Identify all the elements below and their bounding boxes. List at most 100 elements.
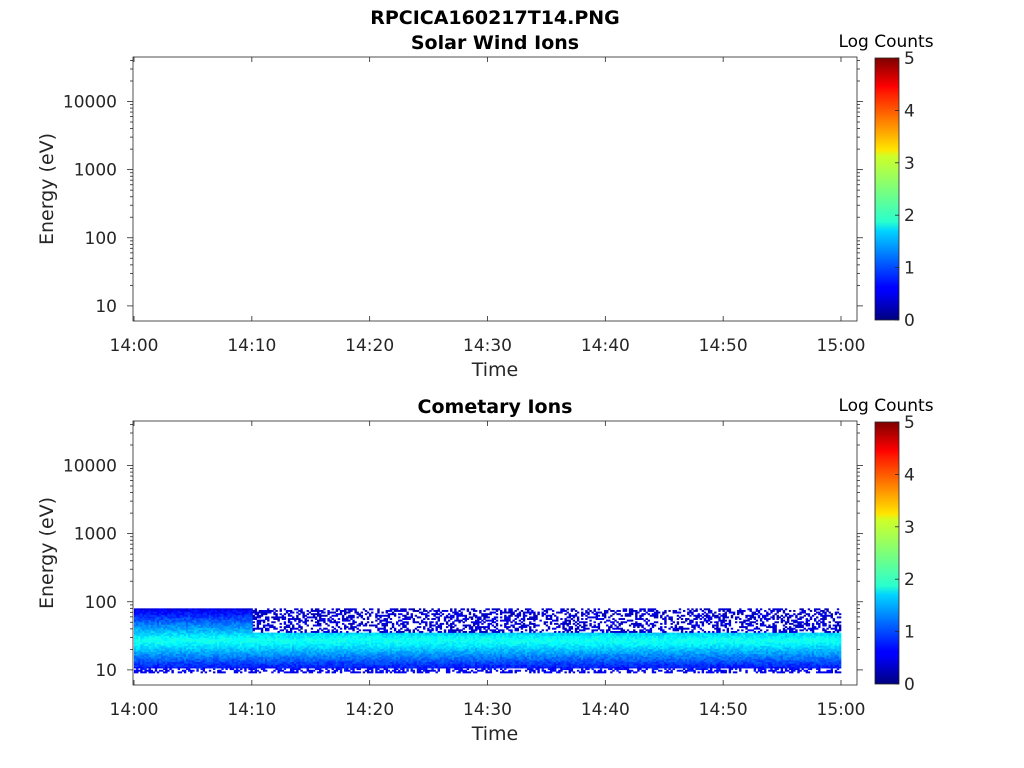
spectrogram-cell (158, 640, 162, 643)
spectrogram-cell (233, 653, 237, 656)
spectrogram-cell (177, 621, 181, 624)
spectrogram-cell (289, 630, 293, 633)
spectrogram-cell (391, 608, 395, 611)
spectrogram-cell (223, 640, 226, 643)
spectrogram-cell (165, 661, 168, 664)
spectrogram-cell (306, 642, 309, 645)
spectrogram-cell (316, 668, 320, 671)
spectrogram-cell (221, 663, 224, 666)
spectrogram-cell (208, 666, 212, 669)
spectrogram-cell (308, 637, 312, 640)
spectrogram-cell (177, 643, 181, 646)
spectrogram-cell (179, 634, 183, 637)
spectrogram-cell (167, 616, 170, 619)
spectrogram-cell (252, 611, 255, 614)
spectrogram-cell (418, 616, 422, 619)
spectrogram-cell (235, 619, 239, 622)
spectrogram-cell (267, 635, 270, 638)
spectrogram-cell (250, 618, 253, 620)
spectrogram-cell (213, 661, 216, 664)
spectrogram-cell (156, 613, 160, 616)
spectrogram-cell (398, 616, 401, 619)
spectrogram-cell (225, 611, 228, 614)
spectrogram-cell (175, 634, 178, 637)
spectrogram-cell (136, 616, 139, 619)
spectrogram-cell (250, 640, 253, 643)
spectrogram-cell (300, 666, 303, 669)
spectrogram-cell (287, 661, 291, 664)
spectrogram-cell (383, 622, 386, 625)
spectrogram-cell (171, 616, 174, 619)
spectrogram-cell (200, 611, 203, 614)
spectrogram-cell (273, 666, 276, 669)
spectrogram-cell (237, 624, 241, 627)
spectrogram-cell (296, 655, 299, 658)
spectrogram-cell (188, 627, 191, 630)
spectrogram-cell (210, 637, 214, 640)
spectrogram-cell (223, 658, 226, 661)
spectrogram-cell (310, 653, 314, 656)
spectrogram-cell (134, 650, 137, 653)
spectrogram-cell (134, 614, 137, 617)
spectrogram-cell (273, 616, 276, 619)
spectrogram-cell (240, 642, 243, 645)
spectrogram-cell (165, 671, 168, 674)
spectrogram-cell (302, 632, 305, 635)
spectrogram-cell (173, 666, 176, 669)
spectrogram-cell (188, 653, 191, 656)
spectrogram-cell (154, 660, 158, 662)
spectrogram-cell (292, 637, 295, 640)
spectrogram-cell (283, 621, 287, 624)
spectrogram-cell (366, 629, 370, 632)
spectrogram-cell (208, 637, 212, 640)
spectrogram-cell (215, 632, 218, 635)
spectrogram-cell (210, 611, 214, 614)
spectrogram-cell (173, 619, 176, 622)
spectrogram-cell (188, 614, 191, 617)
spectrogram-cell (167, 629, 170, 632)
spectrogram-cell (227, 609, 230, 612)
spectrogram-cell (167, 656, 170, 659)
spectrogram-cell (331, 608, 334, 611)
spectrogram-cell (298, 661, 301, 664)
spectrogram-cell (391, 632, 395, 635)
spectrogram-cell (165, 660, 168, 662)
spectrogram-cell (156, 642, 160, 645)
spectrogram-cell (279, 664, 282, 667)
spectrogram-cell (204, 653, 208, 656)
spectrogram-cell (177, 671, 181, 674)
spectrogram-cell (304, 650, 307, 653)
spectrogram-cell (158, 650, 162, 653)
spectrogram-cell (190, 627, 193, 630)
spectrogram-cell (306, 637, 309, 640)
spectrogram-cell (398, 619, 401, 622)
spectrogram-cell (200, 632, 203, 635)
spectrogram-cell (267, 619, 270, 622)
spectrogram-cell (262, 624, 266, 627)
spectrogram-cell (196, 640, 199, 643)
spectrogram-cell (310, 655, 314, 658)
spectrogram-cell (206, 664, 210, 667)
spectrogram-cell (183, 639, 187, 641)
spectrogram-cell (265, 632, 268, 635)
spectrogram-cell (287, 664, 291, 667)
spectrogram-cell (163, 616, 166, 619)
spectrogram-cell (358, 632, 361, 635)
spectrogram-cell (308, 671, 312, 674)
spectrogram-cell (229, 609, 233, 612)
spectrogram-cell (321, 614, 324, 617)
spectrogram-cell (283, 655, 287, 658)
spectrogram-cell (283, 650, 287, 653)
spectrogram-cell (267, 634, 270, 637)
spectrogram-cell (389, 630, 393, 633)
spectrogram-cell (267, 643, 270, 646)
spectrogram-cell (302, 666, 305, 669)
spectrogram-cell (144, 647, 147, 650)
spectrogram-cell (262, 642, 266, 645)
spectrogram-cell (292, 660, 295, 662)
spectrogram-cell (185, 609, 189, 612)
spectrogram-cell (296, 640, 299, 643)
spectrogram-cell (302, 647, 305, 650)
spectrogram-cell (146, 640, 149, 643)
spectrogram-cell (198, 666, 201, 669)
